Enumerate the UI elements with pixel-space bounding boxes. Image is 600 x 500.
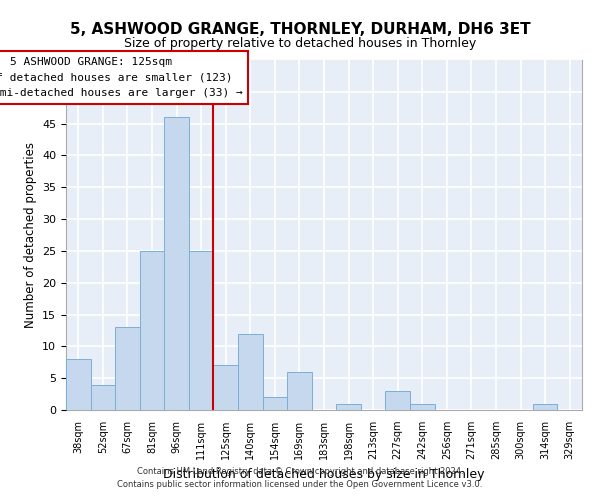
Bar [238,334,263,410]
Text: Size of property relative to detached houses in Thornley: Size of property relative to detached ho… [124,38,476,51]
Bar [66,359,91,410]
Bar [91,384,115,410]
Y-axis label: Number of detached properties: Number of detached properties [23,142,37,328]
Bar [140,251,164,410]
Bar [214,366,238,410]
Bar [115,328,140,410]
Text: Contains HM Land Registry data © Crown copyright and database right 2024.
Contai: Contains HM Land Registry data © Crown c… [118,468,482,489]
Text: 5, ASHWOOD GRANGE, THORNLEY, DURHAM, DH6 3ET: 5, ASHWOOD GRANGE, THORNLEY, DURHAM, DH6… [70,22,530,38]
Text: 5 ASHWOOD GRANGE: 125sqm
← 79% of detached houses are smaller (123)
21% of semi-: 5 ASHWOOD GRANGE: 125sqm ← 79% of detach… [0,57,242,98]
Bar [287,372,312,410]
Bar [164,118,189,410]
Bar [336,404,361,410]
Bar [385,391,410,410]
Bar [263,398,287,410]
X-axis label: Distribution of detached houses by size in Thornley: Distribution of detached houses by size … [163,468,485,480]
Bar [533,404,557,410]
Bar [410,404,434,410]
Bar [189,251,214,410]
